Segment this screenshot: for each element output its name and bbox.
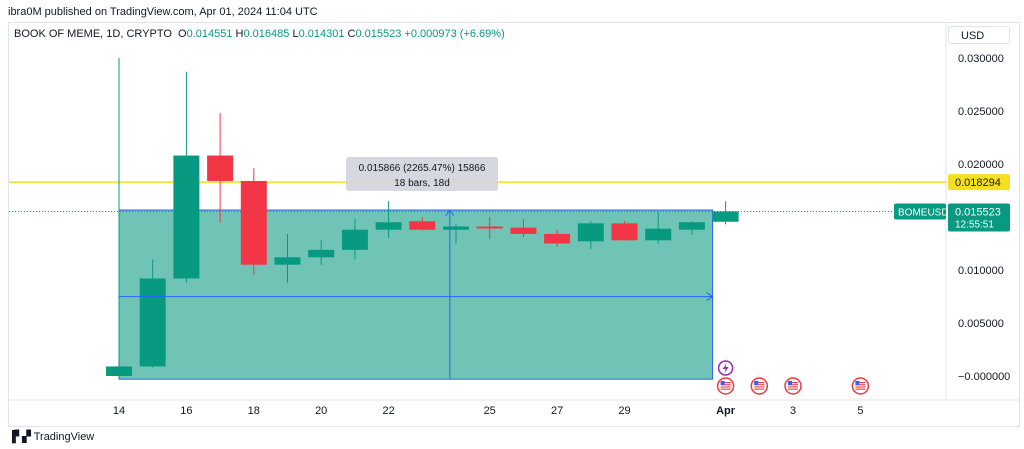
last-price-tag xyxy=(948,203,1010,232)
y-tick-label: −0.000000 xyxy=(958,371,1010,383)
y-tick-label: 0.010000 xyxy=(958,265,1004,277)
candle-body[interactable] xyxy=(375,222,402,230)
candle-body[interactable] xyxy=(510,227,537,234)
last-price-label: 0.015523 xyxy=(955,206,1001,218)
symbol-label[interactable]: BOOK OF MEME, 1D, CRYPTO xyxy=(14,28,172,40)
x-tick-label: 29 xyxy=(618,405,630,417)
candle-body[interactable] xyxy=(611,223,638,241)
candle-body[interactable] xyxy=(443,226,469,230)
x-tick-label: 5 xyxy=(857,405,863,417)
x-tick-label: 20 xyxy=(315,405,327,417)
x-tick-label: Apr xyxy=(716,405,736,417)
high-label: H xyxy=(235,28,244,40)
open-value: 0.014551 xyxy=(186,28,233,40)
symbol-tag-label: BOMEUSD xyxy=(898,207,949,218)
open-label: O xyxy=(178,28,187,40)
low-label: L xyxy=(292,28,299,40)
close-value: 0.015523 xyxy=(355,28,402,40)
measure-label-line2: 18 bars, 18d xyxy=(394,178,450,189)
us-flag-event-icon[interactable] xyxy=(851,377,870,395)
ohlc-legend: BOOK OF MEME, 1D, CRYPTO O0.014551 H0.01… xyxy=(14,28,505,40)
x-tick-label: 18 xyxy=(248,405,260,417)
candle-body[interactable] xyxy=(173,155,200,279)
measure-arrowhead-right xyxy=(706,292,714,302)
candle-body[interactable] xyxy=(106,366,132,376)
change-value: +0.000973 (+6.69%) xyxy=(404,28,505,40)
x-tick-label: 27 xyxy=(551,405,563,417)
candle-body[interactable] xyxy=(308,249,335,258)
y-tick-label: 0.020000 xyxy=(958,159,1004,171)
measure-label-line1: 0.015866 (2265.47%) 15866 xyxy=(359,163,486,174)
close-label: C xyxy=(347,28,356,40)
us-flag-event-icon[interactable] xyxy=(784,377,802,395)
y-tick-label: 0.030000 xyxy=(958,53,1004,65)
footer-brand: TradingView xyxy=(33,430,95,443)
x-tick-label: 3 xyxy=(790,405,796,417)
candle-body[interactable] xyxy=(577,223,604,242)
candle-body[interactable] xyxy=(712,211,739,222)
countdown-label: 12:55:51 xyxy=(955,219,994,230)
publisher-line: ibra0M published on TradingView.com, Apr… xyxy=(8,6,318,18)
candle-body[interactable] xyxy=(476,226,503,229)
currency-button[interactable]: USD xyxy=(948,26,1010,44)
candle-body[interactable] xyxy=(409,221,436,230)
symbol-tag xyxy=(894,203,946,220)
y-tick-label: 0.025000 xyxy=(958,106,1004,118)
candle-body[interactable] xyxy=(139,278,166,367)
candle-body[interactable] xyxy=(207,155,234,181)
footer: ▐▘▞ TradingView xyxy=(8,430,95,444)
x-tick-label: 16 xyxy=(180,405,192,417)
low-value: 0.014301 xyxy=(298,28,345,40)
candle-body[interactable] xyxy=(341,229,368,250)
measure-arrowhead-up xyxy=(445,209,455,217)
us-flag-event-icon[interactable] xyxy=(716,377,735,395)
candle-body[interactable] xyxy=(240,180,267,265)
chart-frame xyxy=(8,22,1020,427)
candle-body[interactable] xyxy=(678,222,705,230)
candle-body[interactable] xyxy=(544,233,571,244)
x-tick-label: 14 xyxy=(113,405,125,417)
hline-price-tag xyxy=(948,174,1010,191)
high-value: 0.016485 xyxy=(243,28,290,40)
tradingview-logo-icon: ▐▘▞ xyxy=(8,431,31,443)
candle-body[interactable] xyxy=(274,257,301,265)
x-tick-label: 22 xyxy=(382,405,394,417)
measure-label-box xyxy=(346,157,498,191)
us-flag-event-icon[interactable] xyxy=(750,377,769,395)
y-tick-label: 0.005000 xyxy=(958,318,1004,330)
candle-body[interactable] xyxy=(645,228,672,241)
hline-price-label: 0.018294 xyxy=(955,177,1001,189)
lightning-bolt-icon xyxy=(722,363,729,373)
x-tick-label: 25 xyxy=(484,405,496,417)
